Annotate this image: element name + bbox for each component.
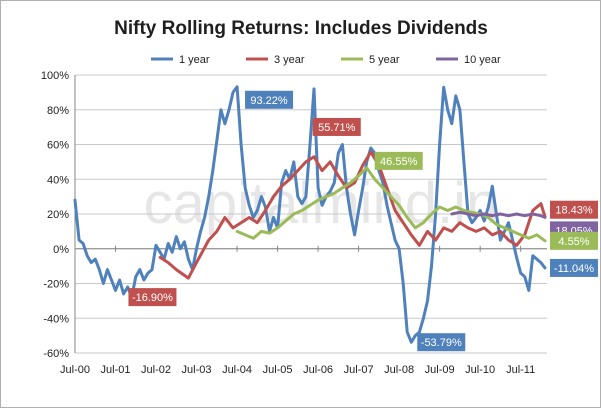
x-tick-label: Jul-02 <box>141 364 171 376</box>
x-tick-label: Jul-07 <box>344 364 374 376</box>
data-label-box <box>128 288 177 307</box>
data-label-box <box>550 258 598 277</box>
x-tick-label: Jul-05 <box>263 364 293 376</box>
data-label: 4.55% <box>558 236 589 248</box>
x-tick-label: Jul-10 <box>465 364 495 376</box>
data-label: 46.55% <box>380 156 418 168</box>
y-tick-label: 80% <box>47 105 69 117</box>
chart-title: Nifty Rolling Returns: Includes Dividend… <box>114 18 488 39</box>
series-lines <box>73 85 547 344</box>
y-tick-label: 20% <box>47 209 69 221</box>
axes: 100% 80% 60% 40% 20% 0% -20% -40% -60% Jul-00 Jul-… <box>41 70 547 376</box>
data-label-box <box>245 90 294 109</box>
data-label-box <box>374 151 423 170</box>
series-line-1-year <box>73 85 547 344</box>
legend-label: 3 year <box>274 54 305 66</box>
y-tick-label: 60% <box>47 140 69 152</box>
x-tick-label: Jul-01 <box>101 364 131 376</box>
x-tick-label: Jul-03 <box>182 364 212 376</box>
data-label: -11.04% <box>554 263 594 275</box>
data-label-box <box>550 231 598 250</box>
x-tick-label: Jul-00 <box>60 364 90 376</box>
data-label: -53.79% <box>421 337 462 349</box>
y-tick-label: -40% <box>43 313 69 325</box>
data-label: 18.43% <box>555 205 593 217</box>
y-tick-label: 40% <box>47 174 69 186</box>
data-label-box <box>417 333 466 352</box>
series-line-5-year <box>235 166 547 243</box>
x-tick-label: Jul-11 <box>506 364 535 376</box>
x-tick-label: Jul-04 <box>222 364 252 376</box>
legend-label: 1 year <box>179 54 210 66</box>
x-tick-label: Jul-09 <box>425 364 455 376</box>
y-tick-label: 0% <box>53 244 69 256</box>
data-label-box <box>312 117 361 136</box>
x-tick-label: Jul-06 <box>303 364 333 376</box>
y-tick-label: -60% <box>43 348 69 360</box>
data-label-box <box>550 200 598 219</box>
legend-label: 10 year <box>464 54 501 66</box>
data-label: 93.22% <box>250 95 288 107</box>
y-tick-label: -20% <box>43 279 69 291</box>
y-tick-label: 100% <box>41 70 69 82</box>
data-label: -16.90% <box>132 292 173 304</box>
data-labels: 93.22%-16.90%55.71%46.55%-53.79%18.43%18… <box>128 90 598 352</box>
legend: 1 year 3 year 5 year 10 year <box>151 54 501 66</box>
data-label: 55.71% <box>318 122 356 134</box>
series-line-10-year <box>450 210 547 219</box>
x-tick-label: Jul-08 <box>384 364 414 376</box>
legend-label: 5 year <box>369 54 400 66</box>
